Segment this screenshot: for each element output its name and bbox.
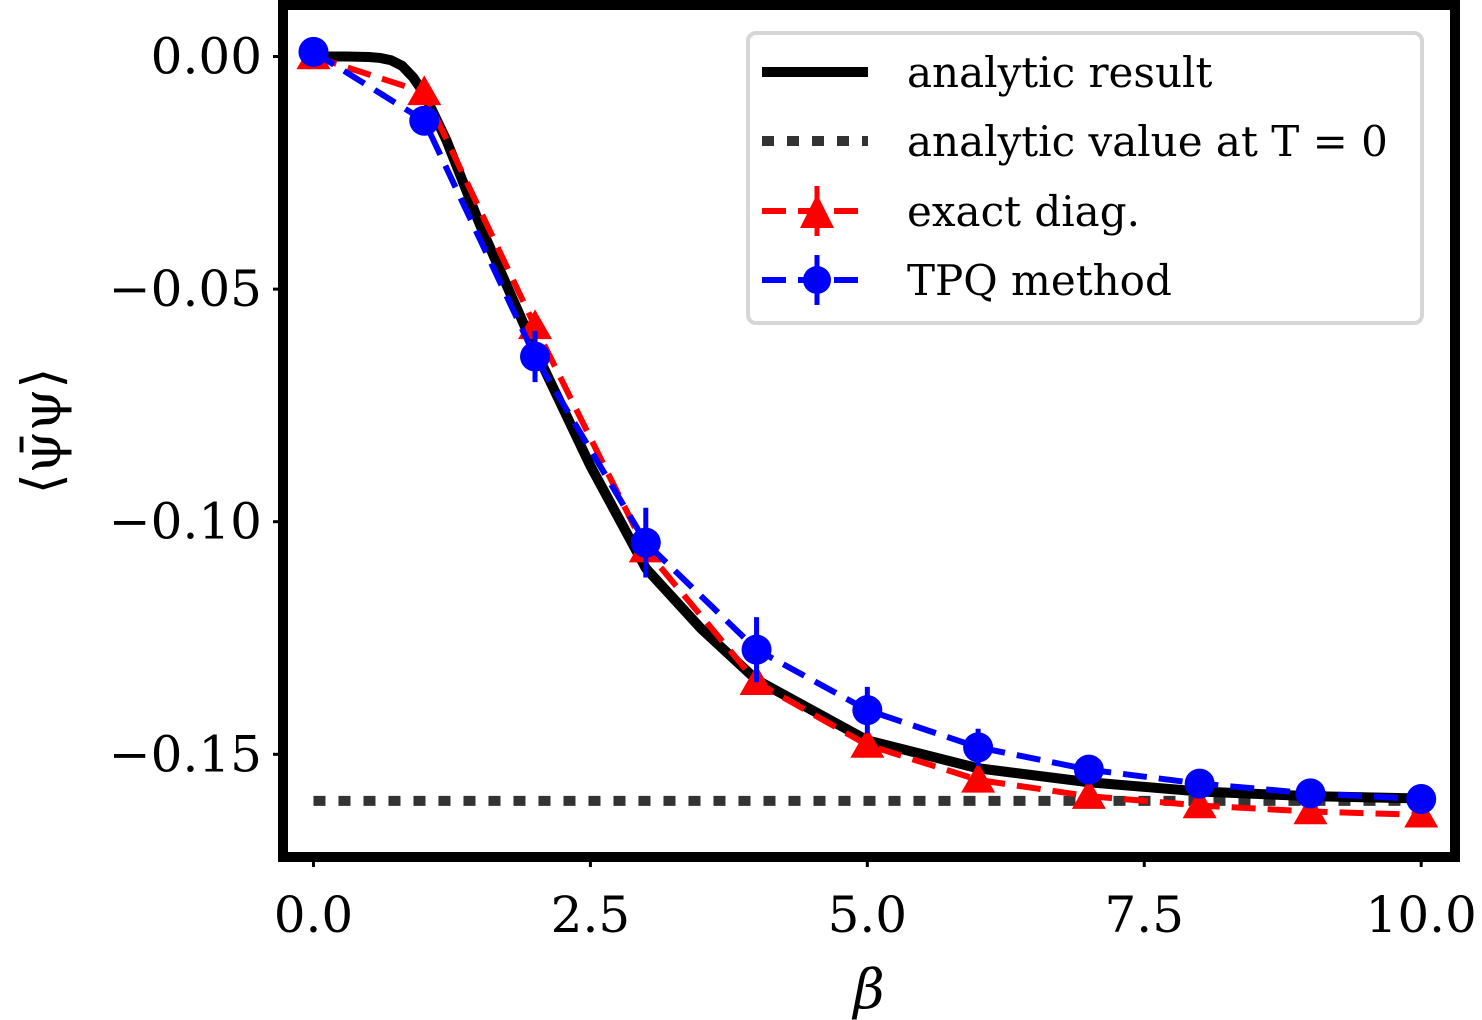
data-point-circle [298, 36, 329, 67]
x-tick-label: 0.0 [274, 886, 354, 944]
data-point-triangle [407, 75, 442, 106]
data-point-triangle [961, 762, 996, 793]
y-tick-label: −0.10 [109, 493, 262, 551]
legend-label-tpq-method: TPQ method [907, 256, 1172, 305]
data-point-triangle [1071, 779, 1106, 809]
plot-frame [278, 0, 1460, 862]
legend-box [746, 31, 1424, 325]
data-point-circle [1073, 754, 1104, 785]
y-axis-label: ⟨ψ̄ψ⟩ [10, 368, 73, 495]
y-tick-label: −0.15 [109, 725, 262, 783]
y-tick-label: 0.00 [151, 28, 262, 86]
x-tick-label: 5.0 [828, 886, 908, 944]
data-point-circle [1406, 783, 1437, 814]
legend: analytic result analytic value at T = 0 ex… [746, 31, 1424, 325]
legend-label-analytic-result: analytic result [907, 48, 1212, 97]
series-line-exact-diag- [312, 53, 1422, 818]
legend-marker-circle [803, 266, 831, 294]
data-point-circle [630, 527, 661, 558]
data-point-circle [520, 341, 551, 372]
legend-label-exact-diag-: exact diag. [907, 187, 1140, 236]
data-point-triangle [1182, 788, 1217, 819]
data-point-circle [409, 105, 440, 136]
x-tick-label: 2.5 [551, 886, 631, 944]
data-point-circle [1295, 778, 1326, 809]
data-point-triangle [850, 728, 885, 758]
data-point-circle [1184, 768, 1215, 799]
y-tick-label: −0.05 [109, 260, 262, 318]
data-point-circle [741, 634, 772, 665]
data-point-triangle [1293, 794, 1328, 825]
legend-marker-triangle [800, 194, 834, 228]
x-tick-label: 7.5 [1105, 886, 1185, 944]
x-axis-label: β [851, 958, 884, 1020]
legend-label-analytic-value-at-t-0: analytic value at T = 0 [907, 117, 1388, 166]
data-point-circle [852, 695, 883, 726]
data-point-circle [963, 732, 994, 763]
x-tick-label: 10.0 [1366, 886, 1477, 944]
